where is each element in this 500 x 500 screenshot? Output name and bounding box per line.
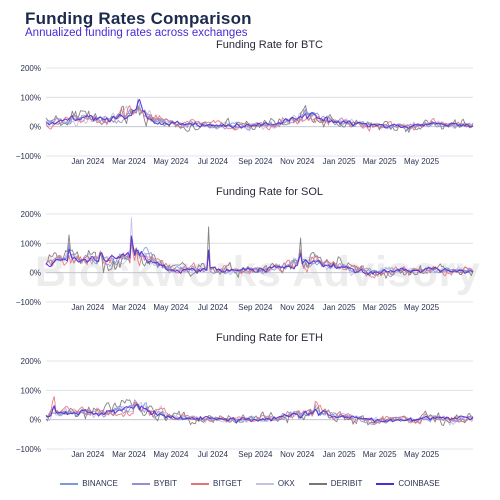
legend-item-coinbase[interactable]: COINBASE	[376, 479, 440, 488]
x-tick-label: Jan 2025	[323, 303, 356, 312]
x-tick-label: Mar 2024	[112, 157, 146, 166]
legend-label: BYBIT	[153, 479, 177, 488]
legend-swatch	[190, 482, 209, 485]
x-tick-label: Nov 2024	[280, 450, 315, 459]
x-tick-label: Jan 2025	[323, 157, 356, 166]
x-tick-label: Nov 2024	[280, 303, 315, 312]
x-tick-label: May 2025	[404, 157, 440, 166]
y-tick-label: 100%	[21, 239, 41, 248]
y-tick-label: −100%	[16, 152, 41, 161]
y-tick-label: 0%	[29, 269, 41, 278]
legend-item-okx[interactable]: OKX	[255, 479, 295, 488]
chart-panel-2: Funding Rate for ETH 200% 100% 0% −100% Jan 2…	[16, 332, 474, 459]
legend-swatch	[308, 482, 327, 485]
legend-label: DERIBIT	[330, 479, 363, 488]
series-line-bitget	[45, 396, 474, 425]
legend-swatch	[60, 482, 79, 485]
series-line-coinbase	[45, 403, 474, 424]
y-tick-label: 200%	[21, 210, 41, 219]
x-tick-label: Sep 2024	[238, 157, 273, 166]
legend-item-bitget[interactable]: BITGET	[190, 479, 242, 488]
chart-title: Funding Rate for SOL	[216, 186, 323, 198]
x-tick-label: Mar 2024	[112, 450, 146, 459]
x-tick-label: Mar 2025	[363, 157, 397, 166]
x-tick-label: May 2024	[153, 157, 189, 166]
series-line-coinbase	[45, 99, 474, 129]
y-tick-label: 100%	[21, 93, 41, 102]
legend: BINANCE BYBIT BITGET OKX DERIBIT COINBASE	[0, 479, 500, 488]
x-tick-label: Mar 2024	[112, 303, 146, 312]
page-title: Funding Rates Comparison	[25, 9, 252, 28]
series-line-binance	[45, 236, 474, 275]
x-tick-label: Jan 2024	[71, 157, 104, 166]
series-line-binance	[45, 105, 474, 130]
series-line-binance	[46, 402, 474, 424]
chart-title: Funding Rate for ETH	[216, 332, 323, 344]
x-tick-label: Nov 2024	[280, 157, 315, 166]
legend-item-deribit[interactable]: DERIBIT	[308, 479, 363, 488]
legend-label: COINBASE	[398, 479, 440, 488]
series-line-coinbase	[45, 235, 474, 276]
legend-label: BINANCE	[82, 479, 118, 488]
x-tick-label: May 2024	[153, 303, 189, 312]
y-tick-label: −100%	[16, 445, 41, 454]
legend-swatch	[131, 482, 150, 485]
legend-swatch	[376, 482, 395, 485]
x-tick-label: Jan 2024	[71, 303, 104, 312]
x-tick-label: Jan 2025	[323, 450, 356, 459]
x-tick-label: Jul 2024	[198, 303, 229, 312]
x-tick-label: Mar 2025	[363, 450, 397, 459]
legend-label: BITGET	[212, 479, 242, 488]
legend-swatch	[255, 482, 274, 485]
y-tick-label: 200%	[21, 357, 41, 366]
x-tick-label: May 2024	[153, 450, 189, 459]
y-tick-label: 100%	[21, 386, 41, 395]
y-tick-label: −100%	[16, 298, 41, 307]
x-tick-label: Sep 2024	[238, 303, 273, 312]
chart-panel-1: Funding Rate for SOL 200% 100% 0% −100% Jan 2…	[16, 186, 474, 312]
chart-title: Funding Rate for BTC	[216, 39, 323, 51]
x-tick-label: Jul 2024	[198, 450, 229, 459]
legend-item-binance[interactable]: BINANCE	[60, 479, 118, 488]
chart-panel-0: Funding Rate for BTC 200% 100% 0% −100% Jan 2…	[16, 39, 474, 166]
legend-label: OKX	[277, 479, 295, 488]
page-subtitle: Annualized funding rates across exchange…	[25, 27, 248, 39]
x-tick-label: Jul 2024	[198, 157, 229, 166]
x-tick-label: May 2025	[404, 303, 440, 312]
x-tick-label: May 2025	[404, 450, 440, 459]
x-tick-label: Jan 2024	[71, 450, 104, 459]
legend-item-bybit[interactable]: BYBIT	[131, 479, 177, 488]
x-tick-label: Sep 2024	[238, 450, 273, 459]
x-tick-label: Mar 2025	[363, 303, 397, 312]
y-tick-label: 0%	[29, 123, 41, 132]
y-tick-label: 200%	[21, 64, 41, 73]
y-tick-label: 0%	[29, 416, 41, 425]
